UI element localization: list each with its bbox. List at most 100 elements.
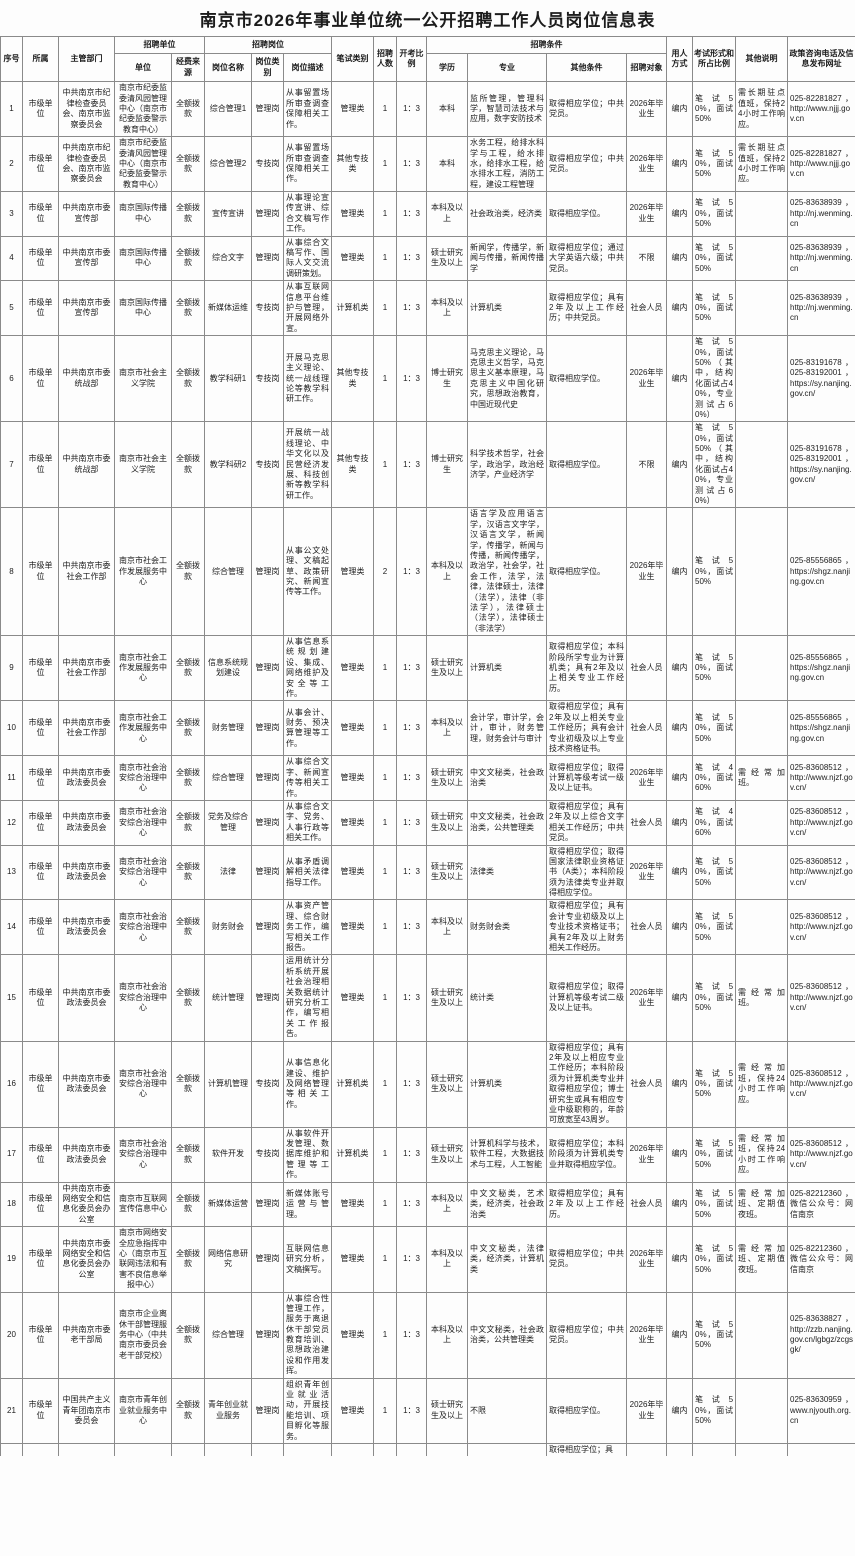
cell-yongren-fangshi: 编内	[666, 755, 694, 801]
cell-xueli	[426, 1443, 469, 1457]
table-body: 1 市级单位 中共南京市纪律检查委员会、南京市监察委员会 南京市纪委监委清风园管理中心…	[0, 81, 855, 1457]
cell-kaoshi-xingshi	[692, 1443, 737, 1457]
cell-gangwei-leibie: 专技岗	[251, 280, 284, 337]
cell-bishi-leibie: 计算机类	[331, 280, 375, 337]
cell-kaikao-bili: 1：3	[396, 507, 428, 637]
cell-kaoshi-xingshi: 笔试50%，面试50%	[692, 1226, 737, 1293]
cell-gangwei-leibie: 管理岗	[251, 1377, 284, 1445]
cell-bishi-leibie: 管理类	[331, 954, 375, 1042]
cell-kaoshi-xingshi: 笔试50%，面试50%	[692, 954, 737, 1042]
cell-bishi-leibie: 管理类	[331, 755, 375, 801]
cell-zhuguan-bumen: 中共南京市纪律检查委员会、南京市监察委员会	[58, 81, 115, 138]
cell-zixun-dianhua: 025-83608512，http://www.njzf.gov.cn/	[787, 954, 855, 1042]
cell-zhuguan-bumen: 中共南京市委宣传部	[58, 235, 115, 282]
header-suoshu: 所属	[22, 35, 59, 83]
cell-kaikao-bili: 1：3	[396, 844, 428, 901]
cell-yongren-fangshi: 编内	[666, 1040, 694, 1128]
cell-jingfei-laiyuan: 全额拨款	[171, 635, 205, 702]
cell-gangwei-mingcheng: 计算机管理	[204, 1040, 252, 1128]
cell-xuhao: 18	[0, 1181, 23, 1228]
cell-zixun-dianhua: 025-83638939，http://nj.wenming.cn	[787, 191, 855, 237]
cell-qita-tiaojian: 取得相应学位；通过大学英语六级；中共党员。	[546, 235, 628, 282]
cell-xuhao: 7	[0, 421, 23, 509]
cell-danwei	[114, 1443, 172, 1457]
cell-zhuanye: 新闻学，传播学，新闻与传播，新闻传播学	[467, 235, 548, 282]
cell-xueli: 本科及以上	[426, 1226, 469, 1293]
cell-bishi-leibie: 管理类	[331, 191, 375, 237]
cell-xueli: 硕士研究生及以上	[426, 755, 469, 801]
cell-yongren-fangshi: 编内	[666, 635, 694, 702]
cell-kaoshi-xingshi: 笔试50%，面试50%	[692, 280, 737, 337]
cell-gangwei-leibie: 管理岗	[251, 700, 284, 757]
cell-bishi-leibie: 管理类	[331, 1181, 375, 1228]
table-row: 9 市级单位 中共南京市委社会工作部 南京市社会工作发展服务中心 全额拨款 信息系统规划建…	[0, 635, 855, 702]
cell-xuhao: 21	[0, 1377, 23, 1445]
cell-zhaopin-renshu: 1	[373, 799, 398, 846]
cell-gangwei-mingcheng: 综合管理	[204, 507, 252, 637]
table-row: 5 市级单位 中共南京市委宣传部 南京国际传播中心 全额拨款 新媒体运维 专技岗 从事互联网信…	[0, 280, 855, 337]
cell-gangwei-mingcheng	[204, 1443, 252, 1457]
cell-yongren-fangshi: 编内	[666, 136, 694, 193]
cell-zhaopin-renshu	[373, 1443, 398, 1457]
header-zhaopin-duixiang: 招聘对象	[626, 53, 668, 83]
cell-gangwei-mingcheng: 宣传宣讲	[204, 191, 252, 237]
cell-kaikao-bili: 1：3	[396, 335, 428, 423]
cell-kaikao-bili: 1：3	[396, 1040, 428, 1128]
cell-qita-tiaojian: 取得相应学位；本科阶段所学专业为计算机类；具有2年及以上相关专业工作经历。	[546, 635, 628, 702]
cell-yongren-fangshi: 编内	[666, 844, 694, 901]
cell-zhaopin-renshu: 1	[373, 81, 398, 138]
cell-bishi-leibie: 管理类	[331, 799, 375, 846]
cell-zixun-dianhua: 025-83630959，www.njyouth.org.cn	[787, 1377, 855, 1445]
table-row: 15 市级单位 中共南京市委政法委员会 南京市社会治安综合治理中心 全额拨款 统计管理 管理…	[0, 954, 855, 1042]
cell-danwei: 南京市互联网宣传信息中心	[114, 1181, 172, 1228]
cell-zhuanye: 科学技术哲学，社会学，政治学，政治经济学，产业经济学	[467, 421, 548, 509]
cell-suoshu: 市级单位	[22, 1126, 59, 1183]
cell-kaikao-bili: 1：3	[396, 700, 428, 757]
cell-xuhao: 19	[0, 1226, 23, 1293]
cell-zhaopin-duixiang: 社会人员	[626, 1181, 668, 1228]
cell-kaoshi-xingshi: 笔试50%，面试50%	[692, 81, 737, 138]
cell-qita-shuoming	[735, 280, 789, 337]
cell-jingfei-laiyuan: 全额拨款	[171, 755, 205, 801]
cell-kaoshi-xingshi: 笔试50%，面试50%	[692, 635, 737, 702]
cell-suoshu: 市级单位	[22, 1040, 59, 1128]
cell-qita-shuoming	[735, 899, 789, 956]
cell-kaikao-bili: 1：3	[396, 1126, 428, 1183]
cell-zhuanye: 马克思主义理论，马克思主义哲学，马克思主义基本原理，马克思主义中国化研究，思想政…	[467, 335, 548, 423]
cell-zixun-dianhua: 025-83608512，http://www.njzf.gov.cn/	[787, 1040, 855, 1128]
cell-zhuguan-bumen: 中共南京市委网络安全和信息化委员会办公室	[58, 1226, 115, 1293]
cell-zixun-dianhua: 025-82281827，http://www.njjj.gov.cn	[787, 136, 855, 193]
cell-qita-shuoming	[735, 1291, 789, 1379]
cell-zhuanye: 监所管理，管理科学，智慧司法技术与应用，数字安防技术	[467, 81, 548, 138]
cell-yongren-fangshi: 编内	[666, 335, 694, 423]
cell-zhuanye: 中文文秘类，艺术类，经济类，社会政治类	[467, 1181, 548, 1228]
cell-jingfei-laiyuan: 全额拨款	[171, 335, 205, 423]
cell-zhaopin-renshu: 1	[373, 1377, 398, 1445]
cell-jingfei-laiyuan: 全额拨款	[171, 136, 205, 193]
cell-kaikao-bili: 1：3	[396, 421, 428, 509]
cell-gangwei-mingcheng: 网络信息研究	[204, 1226, 252, 1293]
cell-danwei: 南京市社会工作发展服务中心	[114, 700, 172, 757]
cell-jingfei-laiyuan: 全额拨款	[171, 1377, 205, 1445]
header-xueli: 学历	[426, 53, 469, 83]
cell-xueli: 本科及以上	[426, 280, 469, 337]
cell-qita-shuoming	[735, 1377, 789, 1445]
cell-zhuguan-bumen: 中共南京市委老干部局	[58, 1291, 115, 1379]
cell-gangwei-leibie: 专技岗	[251, 1040, 284, 1128]
cell-gangwei-miaoshu: 互联网信息研究分析，文稿撰写。	[282, 1226, 333, 1293]
cell-qita-tiaojian: 取得相应学位；中共党员。	[546, 1291, 628, 1379]
cell-kaoshi-xingshi: 笔试50%，面试50%	[692, 1181, 737, 1228]
cell-kaikao-bili: 1：3	[396, 755, 428, 801]
cell-xueli: 本科	[426, 136, 469, 193]
cell-danwei: 南京市企业离休干部管理服务中心（中共南京市委员会老干部党校）	[114, 1291, 172, 1379]
header-yongren-fangshi: 用人方式	[666, 35, 694, 83]
cell-zhaopin-duixiang: 2026年毕业生	[626, 507, 668, 637]
cell-gangwei-mingcheng: 软件开发	[204, 1126, 252, 1183]
cell-qita-tiaojian: 取得相应学位；具有2年及以上相关专业工作经历；具有会计专业初级及以上专业技术资格…	[546, 700, 628, 757]
cell-danwei: 南京市青年创业就业服务中心	[114, 1377, 172, 1445]
cell-xueli: 本科及以上	[426, 700, 469, 757]
cell-gangwei-mingcheng: 教学科研2	[204, 421, 252, 509]
cell-kaikao-bili: 1：3	[396, 899, 428, 956]
header-row-top: 序号 所属 主管部门 招聘单位 招聘岗位 笔试类别 招聘人数 开考比例 招聘条件…	[0, 35, 855, 83]
cell-bishi-leibie: 管理类	[331, 1377, 375, 1445]
